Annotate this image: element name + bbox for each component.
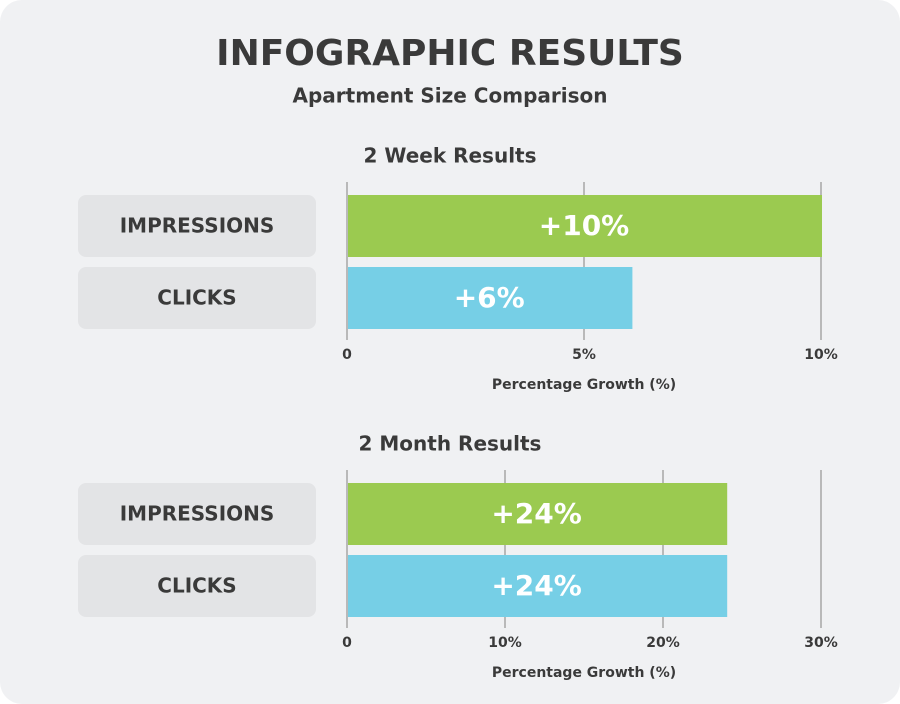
chart-title: 2 Month Results — [359, 432, 542, 456]
value-label: +24% — [491, 497, 581, 530]
value-label: +24% — [491, 569, 581, 602]
x-axis-label: Percentage Growth (%) — [492, 377, 676, 393]
x-tick-label: 0 — [342, 635, 352, 651]
bar — [348, 267, 633, 329]
x-tick-label: 5% — [572, 347, 596, 363]
subtitle: Apartment Size Comparison — [293, 84, 608, 108]
category-box — [78, 555, 316, 617]
x-tick-label: 20% — [646, 635, 680, 651]
title: INFOGRAPHIC RESULTS — [216, 33, 684, 74]
value-label: +6% — [454, 281, 525, 314]
x-axis-label: Percentage Growth (%) — [492, 665, 676, 681]
bar — [348, 483, 728, 545]
category-label: IMPRESSIONS — [120, 502, 275, 526]
chart-title: 2 Week Results — [363, 144, 536, 168]
category-label: IMPRESSIONS — [120, 214, 275, 238]
category-label: CLICKS — [157, 574, 236, 598]
category-box — [78, 195, 316, 257]
category-box — [78, 267, 316, 329]
value-label: +10% — [539, 209, 629, 242]
category-box — [78, 483, 316, 545]
bar — [348, 555, 728, 617]
category-label: CLICKS — [157, 286, 236, 310]
x-tick-label: 0 — [342, 347, 352, 363]
bar — [348, 195, 822, 257]
x-tick-label: 30% — [804, 635, 838, 651]
x-tick-label: 10% — [488, 635, 522, 651]
x-tick-label: 10% — [804, 347, 838, 363]
